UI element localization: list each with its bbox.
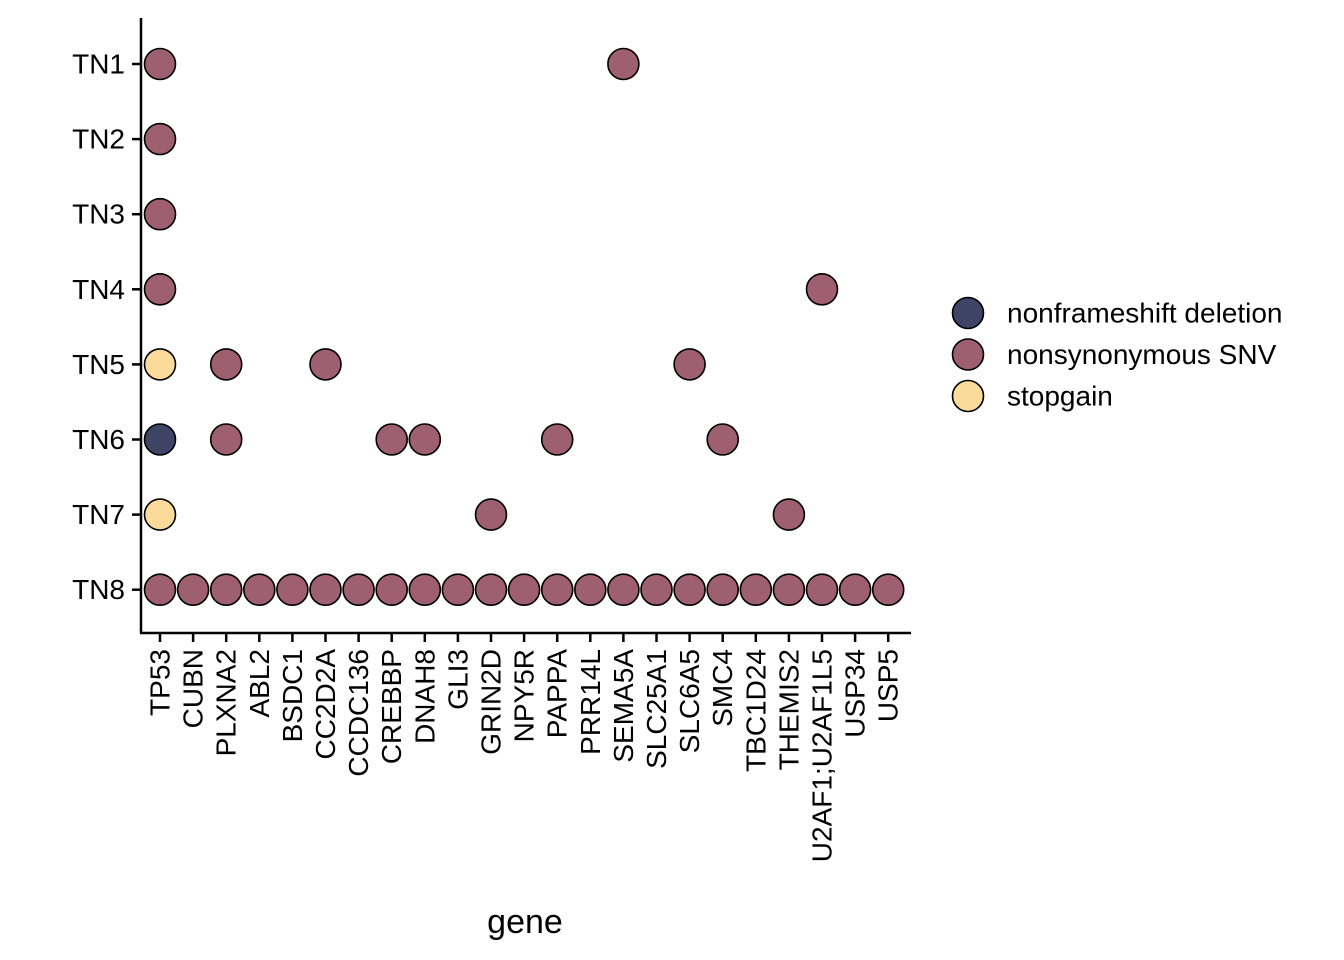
legend-label-nonframeshift-deletion: nonframeshift deletion: [1007, 298, 1283, 329]
point-tn8-plxna2: [209, 573, 243, 607]
point-tn6-tp53: [143, 423, 177, 456]
x-tick-label-tbc1d24: TBC1D24: [740, 649, 771, 772]
point-tn6-smc4: [706, 423, 740, 456]
x-tick-label-sema5a: SEMA5A: [608, 649, 639, 763]
point-tn8-abl2: [242, 573, 276, 607]
point-tn2-tp53: [143, 122, 177, 156]
point-tn1-tp53: [143, 47, 177, 81]
y-tick-label-tn5: TN5: [72, 349, 125, 380]
point-tn8-gli3: [441, 573, 475, 607]
point-tn6-crebbp: [375, 423, 409, 456]
point-tn8-prr14l: [573, 573, 607, 607]
x-tick-label-pappa: PAPPA: [542, 649, 573, 739]
point-tn8-usp5: [871, 573, 905, 607]
legend: nonframeshift deletion nonsynonymous SNV s…: [951, 296, 1283, 413]
point-tn8-slc25a1: [640, 573, 673, 607]
x-tick-label-abl2: ABL2: [244, 649, 275, 718]
point-tn4-u2af1-u2af1l5: [805, 272, 839, 306]
y-tick-label-tn3: TN3: [72, 199, 125, 230]
x-tick-label-tp53: TP53: [145, 649, 176, 716]
point-tn6-dnah8: [408, 423, 442, 456]
point-tn6-pappa: [540, 423, 574, 456]
y-tick-label-tn8: TN8: [72, 574, 125, 605]
x-tick-label-npy5r: NPY5R: [509, 649, 540, 742]
x-axis-title: gene: [487, 903, 563, 941]
point-tn8-npy5r: [507, 573, 541, 607]
x-tick-label-slc25a1: SLC25A1: [641, 649, 672, 769]
point-tn8-crebbp: [375, 573, 409, 607]
point-tn8-usp34: [838, 573, 872, 607]
x-tick-label-u2af1-u2af1l5: U2AF1;U2AF1L5: [807, 649, 838, 862]
y-tick-label-tn4: TN4: [72, 274, 125, 305]
x-tick-label-bsdc1: BSDC1: [277, 649, 308, 742]
x-tick-label-cubn: CUBN: [178, 649, 209, 728]
data-points: [143, 47, 905, 607]
point-tn7-tp53: [143, 498, 177, 531]
point-tn7-grin2d: [474, 498, 508, 531]
point-tn8-slc6a5: [673, 573, 706, 607]
y-tick-label-tn1: TN1: [72, 49, 125, 80]
point-tn1-sema5a: [607, 47, 640, 81]
point-tn8-grin2d: [474, 573, 508, 607]
x-tick-label-themis2: THEMIS2: [773, 649, 804, 770]
point-tn8-tbc1d24: [739, 573, 773, 607]
legend-swatch-nonframeshift-deletion: [951, 296, 985, 330]
point-tn8-cubn: [176, 573, 210, 607]
x-tick-label-usp5: USP5: [873, 649, 904, 722]
x-tick-label-cc2d2a: CC2D2A: [310, 649, 341, 760]
legend-swatch-nonsynonymous-snv: [951, 338, 985, 371]
x-tick-label-grin2d: GRIN2D: [476, 649, 507, 755]
y-tick-label-tn6: TN6: [72, 424, 125, 455]
x-tick-label-usp34: USP34: [840, 649, 871, 738]
y-tick-label-tn7: TN7: [72, 499, 125, 530]
x-tick-label-crebbp: CREBBP: [376, 649, 407, 764]
x-tick-label-dnah8: DNAH8: [409, 649, 440, 744]
x-tick-label-prr14l: PRR14L: [575, 649, 606, 755]
point-tn8-cc2d2a: [309, 573, 342, 607]
legend-label-nonsynonymous-snv: nonsynonymous SNV: [1007, 339, 1277, 370]
x-tick-label-slc6a5: SLC6A5: [674, 649, 705, 753]
x-tick-label-smc4: SMC4: [707, 649, 738, 727]
point-tn8-pappa: [540, 573, 574, 607]
point-tn5-plxna2: [209, 348, 243, 381]
x-tick-label-ccdc136: CCDC136: [343, 649, 374, 777]
point-tn7-themis2: [772, 498, 806, 531]
point-tn5-cc2d2a: [309, 348, 342, 381]
point-tn8-themis2: [772, 573, 806, 607]
point-tn8-u2af1-u2af1l5: [805, 573, 839, 607]
point-tn8-bsdc1: [276, 573, 309, 607]
axes: [139, 18, 911, 635]
x-tick-label-plxna2: PLXNA2: [211, 649, 242, 756]
point-tn6-plxna2: [209, 423, 243, 456]
point-tn8-tp53: [143, 573, 177, 607]
point-tn5-tp53: [143, 348, 177, 381]
point-tn8-ccdc136: [342, 573, 375, 607]
y-tick-label-tn2: TN2: [72, 124, 125, 155]
point-tn3-tp53: [143, 197, 177, 231]
legend-swatch-stopgain: [951, 379, 985, 413]
legend-label-stopgain: stopgain: [1007, 381, 1113, 412]
point-tn4-tp53: [143, 272, 177, 306]
point-tn8-dnah8: [408, 573, 442, 607]
point-tn8-sema5a: [607, 573, 640, 607]
x-tick-label-gli3: GLI3: [442, 649, 473, 710]
x-axis-ticks: TP53 CUBN PLXNA2 ABL2 BSDC1 CC2D2A CCDC136 CREB…: [145, 633, 904, 862]
point-tn8-smc4: [706, 573, 740, 607]
y-axis-ticks: TN1 TN2 TN3 TN4 TN5 TN6 TN7 TN8: [72, 49, 141, 605]
point-tn5-slc6a5: [673, 348, 706, 381]
